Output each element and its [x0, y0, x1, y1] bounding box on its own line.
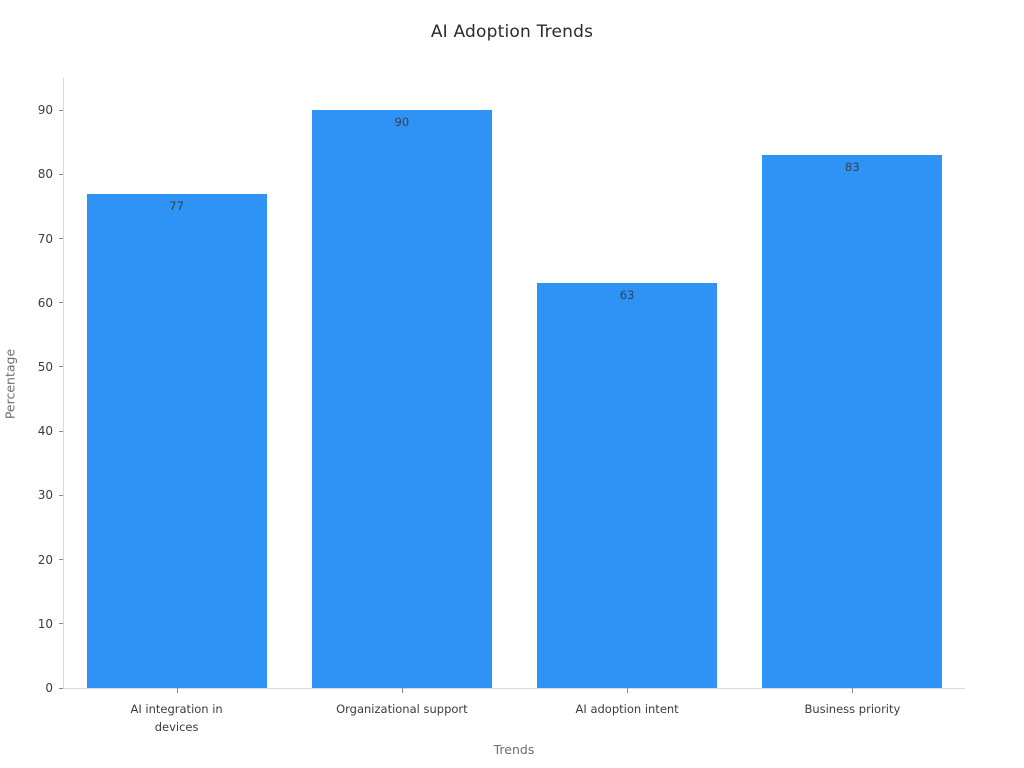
x-category-label: Organizational support: [336, 702, 468, 716]
y-tick-mark: [59, 109, 63, 111]
bar: 63: [537, 283, 718, 688]
x-tick-mark: [176, 688, 178, 693]
x-axis-category-labels: AI integration in devices Organizational s…: [64, 701, 965, 737]
x-category-label: Business priority: [804, 702, 901, 716]
y-tick-mark: [59, 494, 63, 496]
y-tick-mark: [59, 366, 63, 368]
bar: 90: [311, 110, 492, 688]
bar-value-label: 77: [169, 198, 184, 213]
y-tick-mark: [59, 173, 63, 175]
bar: 83: [762, 155, 943, 688]
bar-slot: 63: [515, 78, 740, 693]
y-tick-mark: [59, 559, 63, 561]
y-tick-mark: [59, 687, 63, 689]
y-tick-mark: [59, 302, 63, 304]
y-tick-mark: [59, 238, 63, 240]
x-tick-mark: [627, 688, 629, 693]
plot-area: 0 10 20 30 40 50 60 70 80 90 77 90 63 83 AI integrat…: [38, 78, 965, 734]
x-category-label: AI integration in devices: [130, 702, 223, 734]
bar: 77: [86, 193, 267, 688]
bar-series: 77 90 63 83: [64, 78, 965, 693]
bar-value-label: 63: [619, 288, 635, 303]
y-tick-mark: [59, 430, 63, 432]
x-category-label: AI adoption intent: [575, 702, 679, 716]
bar-slot: 77: [64, 78, 289, 693]
x-tick-mark: [852, 688, 854, 693]
x-tick-mark: [401, 688, 403, 693]
x-axis-title: Trends: [493, 742, 535, 757]
bar-slot: 83: [740, 78, 965, 693]
bar-slot: 90: [289, 78, 514, 693]
bar-value-label: 90: [394, 115, 410, 130]
y-axis-title: Percentage: [2, 348, 18, 420]
chart-title: AI Adoption Trends: [430, 22, 594, 42]
bar-value-label: 83: [845, 160, 860, 175]
y-tick-mark: [59, 623, 63, 625]
